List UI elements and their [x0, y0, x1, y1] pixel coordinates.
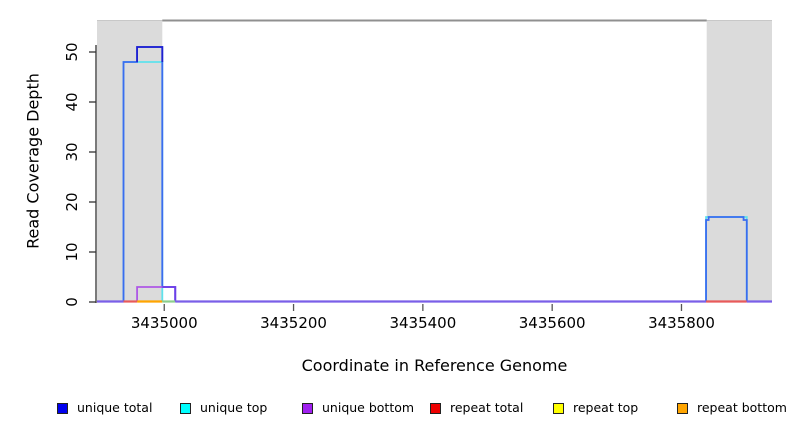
x-tick-label: 3435800	[648, 314, 715, 332]
series-unique-top	[122, 61, 748, 302]
x-axis-label: Coordinate in Reference Genome	[301, 356, 568, 375]
series-unique-total	[122, 46, 748, 302]
y-tick-label: 20	[63, 192, 81, 211]
x-tick-label: 3435000	[131, 314, 198, 332]
x-tick-label: 3435600	[519, 314, 586, 332]
y-tick-label: 40	[63, 92, 81, 111]
shaded-regions	[97, 20, 772, 302]
y-axis: 0 10 20 30 40 50	[63, 42, 97, 307]
x-tick-label: 3435400	[389, 314, 456, 332]
series-unique-bottom-overlap	[162, 286, 177, 302]
x-tick-label: 3435200	[260, 314, 327, 332]
x-axis: 3435000 3435200 3435400 3435600 3435800	[131, 304, 715, 332]
y-tick-label: 50	[63, 42, 81, 61]
y-axis-label: Read Coverage Depth	[23, 73, 43, 249]
y-tick-label: 10	[63, 242, 81, 261]
y-tick-label: 30	[63, 142, 81, 161]
series-unique-total-dark	[136, 46, 164, 62]
y-tick-label: 0	[63, 297, 81, 307]
